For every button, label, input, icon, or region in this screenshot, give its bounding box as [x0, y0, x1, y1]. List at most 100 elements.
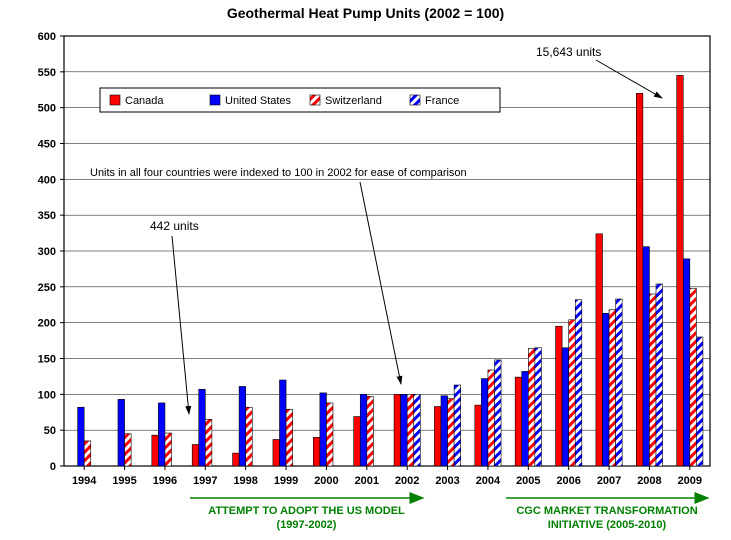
legend-label-canada: Canada — [125, 95, 164, 107]
bar-france-2002 — [414, 394, 421, 466]
bar-switzerland-2000 — [326, 403, 333, 466]
y-tick-label: 400 — [38, 174, 56, 186]
bar-switzerland-2005 — [528, 348, 535, 466]
bar-canada-1997 — [192, 445, 199, 467]
legend-swatch-canada — [110, 95, 120, 105]
bar-switzerland-1995 — [125, 434, 132, 466]
bar-france-2006 — [575, 300, 582, 466]
y-tick-label: 250 — [38, 282, 56, 294]
annotation-units-15643: 15,643 units — [536, 45, 601, 59]
bar-canada-1996 — [152, 435, 159, 466]
bar-switzerland-2002 — [407, 394, 414, 466]
bar-france-2005 — [535, 348, 542, 466]
bar-switzerland-1997 — [205, 419, 212, 466]
y-tick-label: 350 — [38, 210, 56, 222]
x-tick-label: 2006 — [556, 475, 580, 487]
x-tick-label: 1996 — [153, 475, 177, 487]
bar-united_states-2005 — [522, 371, 529, 466]
bar-canada-2001 — [354, 417, 361, 466]
bar-switzerland-2007 — [609, 310, 616, 466]
x-tick-label: 2005 — [516, 475, 540, 487]
x-tick-label: 2003 — [435, 475, 459, 487]
bar-canada-2004 — [475, 405, 482, 466]
legend-swatch-united_states — [210, 95, 220, 105]
x-tick-label: 1994 — [72, 475, 97, 487]
y-tick-label: 550 — [38, 67, 56, 79]
bar-united_states-2004 — [481, 379, 488, 466]
bar-canada-2008 — [636, 93, 643, 466]
footer-label-cgc-0: CGC MARKET TRANSFORMATION — [516, 505, 697, 517]
bar-canada-2003 — [434, 407, 441, 466]
legend-swatch-switzerland — [310, 95, 320, 105]
bar-united_states-2000 — [320, 393, 327, 466]
x-tick-label: 1999 — [274, 475, 298, 487]
bar-switzerland-1996 — [165, 433, 172, 466]
bar-switzerland-1994 — [84, 441, 91, 466]
y-tick-label: 600 — [38, 31, 56, 43]
legend-label-france: France — [425, 95, 459, 107]
x-tick-label: 2009 — [678, 475, 702, 487]
bar-canada-1998 — [233, 453, 240, 466]
bar-united_states-2009 — [683, 259, 690, 466]
legend-label-switzerland: Switzerland — [325, 95, 382, 107]
bar-united_states-1995 — [118, 399, 125, 466]
annotation-indexed-100: Units in all four countries were indexed… — [90, 167, 467, 179]
x-tick-label: 1997 — [193, 475, 217, 487]
y-tick-label: 200 — [38, 318, 56, 330]
bar-france-2003 — [454, 385, 461, 466]
footer-label-attempt-1: (1997-2002) — [277, 519, 337, 531]
x-tick-label: 1998 — [233, 475, 257, 487]
bar-united_states-2008 — [643, 247, 650, 466]
bar-canada-2007 — [596, 234, 603, 466]
x-tick-label: 1995 — [112, 475, 136, 487]
x-tick-label: 2004 — [476, 475, 501, 487]
bar-switzerland-2008 — [649, 294, 656, 466]
bar-united_states-1998 — [239, 386, 246, 466]
bar-united_states-2003 — [441, 396, 448, 466]
chart-title: Geothermal Heat Pump Units (2002 = 100) — [227, 5, 504, 21]
y-tick-label: 500 — [38, 103, 56, 115]
bar-canada-2002 — [394, 394, 401, 466]
y-tick-label: 0 — [50, 461, 56, 473]
bar-switzerland-2001 — [367, 396, 374, 466]
x-tick-label: 2001 — [355, 475, 379, 487]
bar-united_states-1994 — [78, 407, 85, 466]
bar-france-2004 — [494, 360, 501, 466]
bar-switzerland-1998 — [246, 407, 253, 466]
x-tick-label: 2008 — [637, 475, 661, 487]
bar-canada-2000 — [313, 437, 320, 466]
bar-canada-2006 — [556, 326, 563, 466]
y-tick-label: 450 — [38, 139, 56, 151]
bar-france-2009 — [696, 337, 703, 466]
footer-label-cgc-1: INITIATIVE (2005-2010) — [548, 519, 667, 531]
legend-swatch-france — [410, 95, 420, 105]
bar-switzerland-2006 — [569, 320, 576, 466]
bar-united_states-1997 — [199, 389, 206, 466]
bar-united_states-2001 — [360, 394, 367, 466]
legend-label-united_states: United States — [225, 95, 292, 107]
bar-switzerland-2004 — [488, 370, 495, 466]
bar-united_states-2002 — [401, 394, 408, 466]
bar-canada-2009 — [677, 75, 684, 466]
bar-united_states-1999 — [280, 380, 287, 466]
annotation-units-442: 442 units — [150, 219, 199, 233]
y-tick-label: 50 — [44, 425, 56, 437]
x-tick-label: 2007 — [597, 475, 621, 487]
x-tick-label: 2000 — [314, 475, 338, 487]
bar-france-2007 — [616, 299, 623, 466]
chart-container: Geothermal Heat Pump Units (2002 = 100) 0… — [0, 0, 731, 540]
x-tick-label: 2002 — [395, 475, 419, 487]
bar-switzerland-2003 — [448, 399, 455, 466]
y-tick-label: 150 — [38, 354, 56, 366]
legend: Canada United States Switzerland France — [100, 88, 500, 112]
bar-united_states-1996 — [158, 403, 165, 466]
y-tick-label: 100 — [38, 389, 56, 401]
bar-canada-1999 — [273, 439, 280, 466]
bar-united_states-2006 — [562, 348, 569, 466]
bar-canada-2005 — [515, 377, 522, 466]
y-tick-label: 300 — [38, 246, 56, 258]
bar-united_states-2007 — [603, 313, 610, 466]
bar-switzerland-2009 — [690, 288, 697, 466]
bar-france-2008 — [656, 284, 663, 466]
footer-label-attempt-0: ATTEMPT TO ADOPT THE US MODEL — [208, 505, 405, 517]
